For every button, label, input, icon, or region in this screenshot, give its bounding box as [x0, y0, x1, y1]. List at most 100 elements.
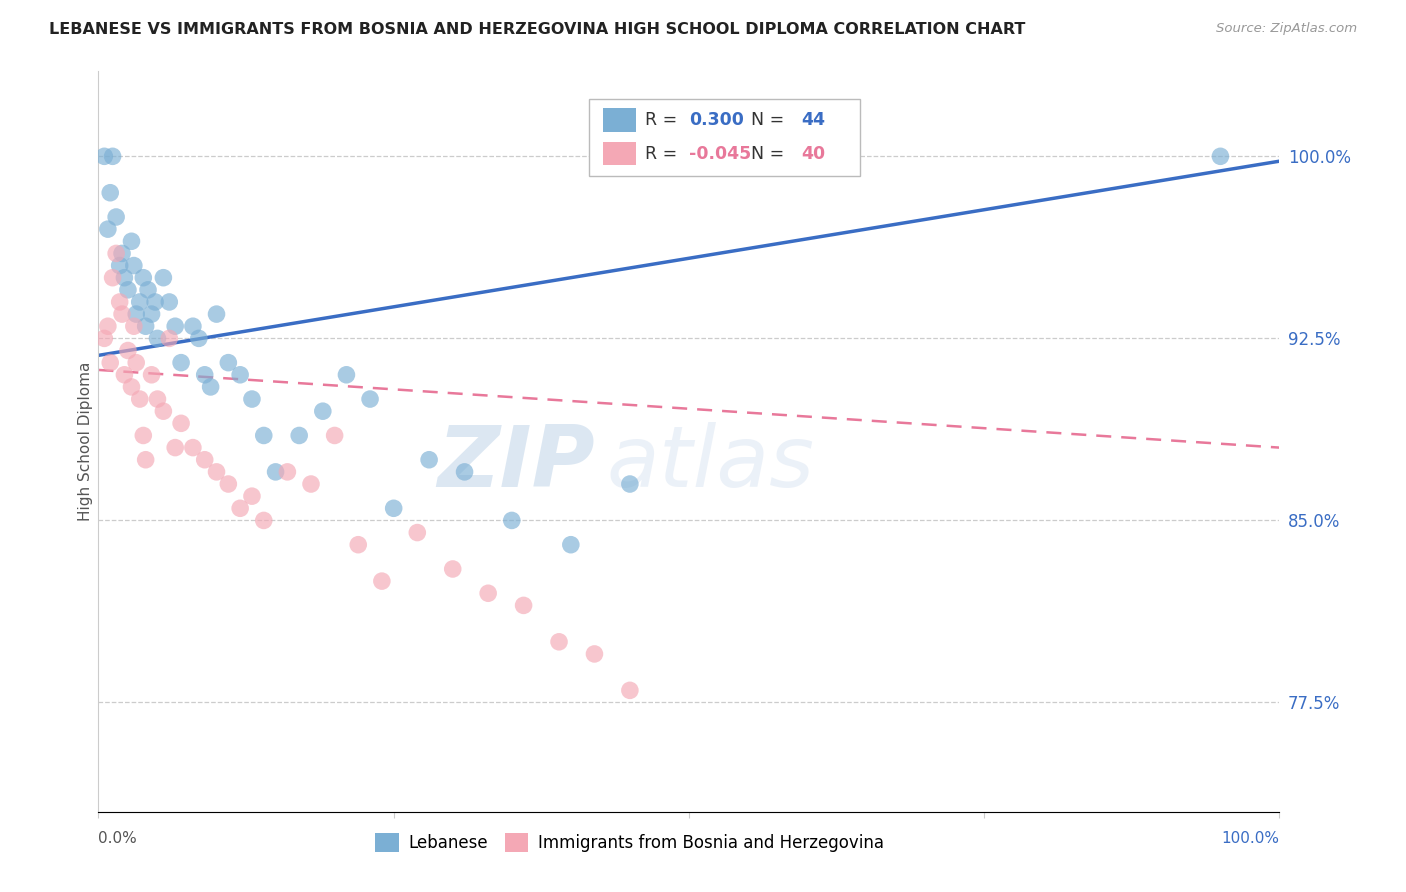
Point [105, 246, 128, 260]
Point [121, 234, 143, 248]
Point [93, 331, 115, 345]
Point [299, 477, 322, 491]
Point [146, 392, 169, 406]
Point [157, 331, 180, 345]
Text: -0.045: -0.045 [689, 145, 751, 162]
Point [187, 331, 209, 345]
Point [128, 295, 150, 310]
Point [194, 452, 217, 467]
Point [323, 428, 346, 442]
Text: 100.0%: 100.0% [1222, 831, 1279, 847]
Point [141, 368, 163, 382]
Point [371, 574, 394, 588]
Text: LEBANESE VS IMMIGRANTS FROM BOSNIA AND HERZEGOVINA HIGH SCHOOL DIPLOMA CORRELATI: LEBANESE VS IMMIGRANTS FROM BOSNIA AND H… [49, 22, 1025, 37]
Point [382, 501, 405, 516]
Point [512, 599, 534, 613]
Point [560, 538, 582, 552]
Point [112, 368, 135, 382]
Point [217, 356, 239, 370]
Point [194, 368, 217, 382]
Point [136, 283, 159, 297]
Point [181, 319, 204, 334]
Point [347, 538, 370, 552]
Text: 0.0%: 0.0% [98, 831, 138, 847]
Point [122, 319, 145, 334]
Text: 0.300: 0.300 [689, 112, 744, 129]
Point [288, 428, 311, 442]
Point [135, 452, 157, 467]
Point [205, 465, 228, 479]
Text: atlas: atlas [606, 422, 814, 505]
Point [619, 683, 641, 698]
Point [125, 307, 148, 321]
FancyBboxPatch shape [603, 109, 636, 132]
Point [111, 246, 134, 260]
Point [93, 149, 115, 163]
Point [312, 404, 335, 418]
Point [229, 501, 252, 516]
Point [152, 270, 174, 285]
Point [125, 356, 148, 370]
Point [276, 465, 298, 479]
Point [264, 465, 287, 479]
Point [117, 343, 139, 358]
Point [253, 428, 276, 442]
Text: R =: R = [645, 145, 683, 162]
Legend: Lebanese, Immigrants from Bosnia and Herzegovina: Lebanese, Immigrants from Bosnia and Her… [368, 826, 891, 859]
Text: N =: N = [740, 112, 790, 129]
Point [165, 441, 187, 455]
Text: Source: ZipAtlas.com: Source: ZipAtlas.com [1216, 22, 1357, 36]
Point [170, 417, 193, 431]
Point [170, 356, 193, 370]
Point [240, 392, 263, 406]
Point [108, 295, 131, 310]
Point [111, 307, 134, 321]
Point [105, 210, 128, 224]
Point [200, 380, 222, 394]
Point [229, 368, 252, 382]
Point [501, 513, 523, 527]
Point [181, 441, 204, 455]
Y-axis label: High School Diploma: High School Diploma [77, 362, 93, 521]
Text: 40: 40 [801, 145, 825, 162]
Point [418, 452, 440, 467]
Point [157, 295, 180, 310]
Point [112, 270, 135, 285]
Point [98, 356, 121, 370]
Point [406, 525, 429, 540]
Point [217, 477, 239, 491]
Point [619, 477, 641, 491]
Point [253, 513, 276, 527]
Point [548, 635, 571, 649]
Point [152, 404, 174, 418]
Point [477, 586, 499, 600]
Point [101, 270, 124, 285]
Point [97, 222, 120, 236]
Point [335, 368, 357, 382]
Point [205, 307, 228, 321]
Point [1209, 149, 1232, 163]
Point [453, 465, 475, 479]
Point [165, 319, 187, 334]
Point [128, 392, 150, 406]
Point [146, 331, 169, 345]
FancyBboxPatch shape [589, 99, 860, 177]
Text: ZIP: ZIP [437, 422, 595, 505]
Point [141, 307, 163, 321]
Point [143, 295, 166, 310]
Text: N =: N = [740, 145, 790, 162]
Point [108, 259, 131, 273]
Point [122, 259, 145, 273]
Point [98, 186, 121, 200]
Point [132, 270, 155, 285]
Point [240, 489, 263, 503]
Text: R =: R = [645, 112, 683, 129]
Point [117, 283, 139, 297]
Point [441, 562, 464, 576]
Point [121, 380, 143, 394]
Point [132, 428, 155, 442]
FancyBboxPatch shape [603, 142, 636, 165]
Point [101, 149, 124, 163]
Point [583, 647, 606, 661]
Text: 44: 44 [801, 112, 825, 129]
